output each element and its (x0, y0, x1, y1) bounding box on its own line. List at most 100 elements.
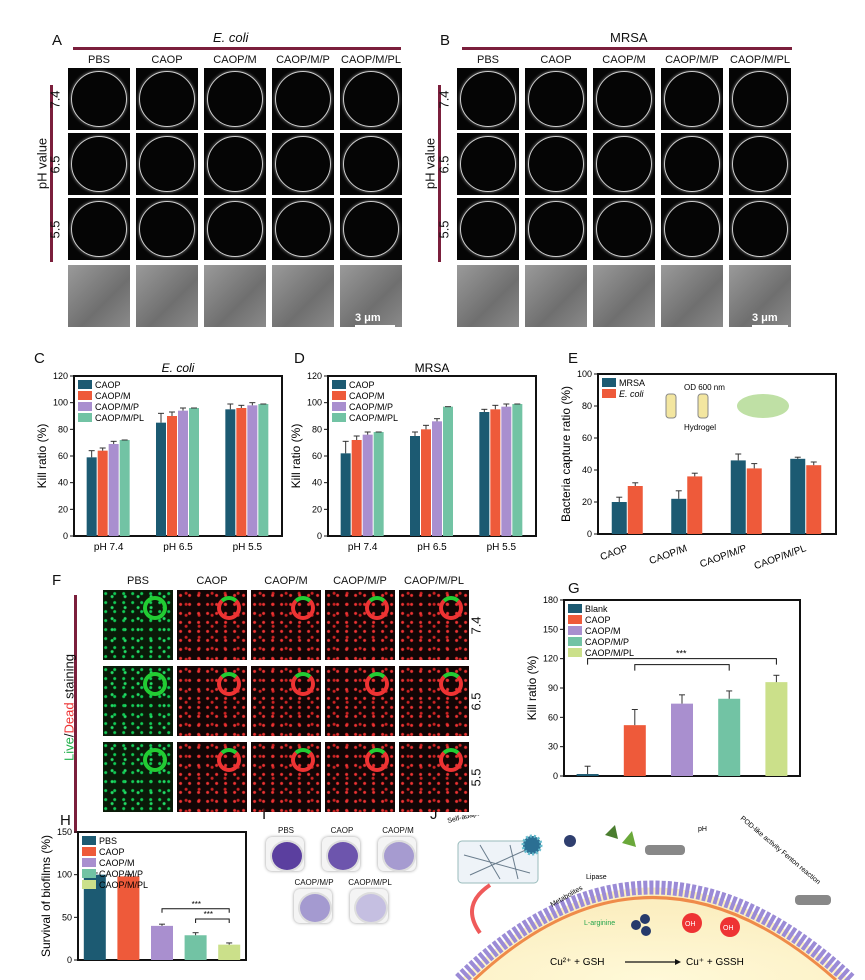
group-label-0: PBS (476, 54, 499, 66)
row-label-ph-1: 6.5 (468, 692, 484, 711)
live-dead-image (399, 742, 469, 812)
bar (258, 404, 269, 536)
bar (490, 409, 501, 536)
panel-a-scalebar: 3 μm (355, 312, 395, 328)
panel-a-title-bar (73, 47, 401, 50)
ratio-ring-icon (291, 748, 315, 772)
agar-plate-image (457, 68, 519, 130)
bar (83, 874, 106, 960)
panel-b-title: MRSA (610, 30, 648, 45)
legend-swatch (568, 637, 582, 646)
agar-plate-image (204, 68, 266, 130)
sem-image (525, 265, 587, 327)
legend-swatch (82, 858, 96, 867)
panel-label-e: E (568, 350, 579, 367)
row-label-ph-1: 6.5 (47, 155, 63, 174)
well-image (266, 837, 304, 872)
live-dead-image (325, 666, 395, 736)
bar (236, 408, 247, 536)
legend-swatch (332, 402, 346, 411)
significance-label: *** (192, 900, 201, 909)
panel-label-f: F (52, 572, 62, 589)
oh-label-1: OH (685, 921, 696, 928)
group-label-3: CAOP/M/P (665, 54, 719, 66)
y-tick-label: 60 (582, 433, 592, 443)
ratio-ring-icon (143, 748, 167, 772)
well-stain (326, 840, 360, 872)
y-tick-label: 50 (62, 912, 72, 922)
agar-plate-image (136, 133, 198, 195)
panel-a-scalebar-label: 3 μm (355, 312, 381, 324)
chart-title: E. coli (162, 362, 195, 375)
y-axis-label: Kill ratio (%) (289, 424, 303, 489)
bar (184, 935, 207, 960)
y-tick-label: 150 (57, 827, 72, 837)
ratio-ring-icon (439, 748, 463, 772)
well-label-1: CAOP (330, 826, 354, 835)
live-dead-image (399, 590, 469, 660)
significance-bracket (587, 658, 777, 665)
oh-radical-icon-1 (682, 913, 702, 933)
bar (432, 421, 442, 536)
y-tick-label: 60 (312, 451, 322, 461)
well-label-2: CAOP/M (382, 826, 414, 835)
agar-plate-image (272, 133, 334, 195)
group-label-2: CAOP/M (602, 54, 646, 66)
ratio-ring-icon (143, 596, 167, 620)
y-axis-label: Kill ratio (%) (525, 656, 539, 721)
legend-label: CAOP (95, 380, 121, 390)
agar-plate-image (729, 68, 791, 130)
y-tick-label: 30 (548, 742, 558, 752)
agar-plate-image (593, 68, 655, 130)
tube-icon (665, 393, 677, 419)
panel-label-a: A (52, 32, 63, 49)
legend-swatch (602, 378, 616, 387)
live-dead-image (103, 666, 173, 736)
y-tick-label: 0 (317, 531, 322, 541)
panel-label-d: D (294, 350, 305, 367)
agar-plate-image (136, 198, 198, 260)
agar-plate-image (593, 133, 655, 195)
bar (218, 944, 241, 960)
panel-b-title-bar (462, 47, 792, 50)
bar (247, 405, 258, 536)
bar (765, 682, 788, 776)
legend-label: CAOP/M/P (99, 869, 143, 879)
agar-plate-image (525, 133, 587, 195)
agar-plate-image (729, 133, 791, 195)
group-label-4: CAOP/M/PL (730, 54, 790, 66)
ratio-ring-icon (217, 748, 241, 772)
agar-plate-image (525, 198, 587, 260)
agar-plate-image (68, 198, 130, 260)
bar (119, 440, 130, 536)
bar (730, 460, 746, 534)
bar (156, 422, 166, 536)
bar (167, 416, 177, 536)
row-label-ph-2: 5.5 (47, 220, 63, 239)
ratio-ring-icon (291, 596, 315, 620)
legend-label: PBS (99, 836, 117, 846)
ratio-ring-icon (365, 672, 389, 696)
sem-image (272, 265, 334, 327)
chart-e-capture-ratio: 0 20 40 60 80 100 Bacteria capture ratio (%) CA… (559, 369, 837, 572)
agar-plate-image (204, 133, 266, 195)
y-tick-label: 120 (543, 654, 558, 664)
nanoparticle-icon (564, 835, 576, 847)
live-dead-image (177, 590, 247, 660)
y-tick-label: 180 (543, 595, 558, 605)
x-tick-label: pH 5.5 (233, 542, 263, 553)
chart-title: MRSA (415, 362, 450, 375)
cell-membrane-inner (472, 896, 837, 980)
bar (501, 406, 512, 536)
well-image (350, 889, 388, 924)
cell-membrane (455, 880, 855, 980)
y-tick-label: 90 (548, 683, 558, 693)
y-tick-label: 60 (58, 451, 68, 461)
legend-label: CAOP/M/P (585, 637, 629, 647)
panel-b-ph-bar (438, 85, 441, 262)
ratio-ring-icon (439, 672, 463, 696)
chart-c-kill-ratio-ecoli: 0 20 40 60 80 100 120 Kill ratio (%) pH 7.4 pH 6.… (35, 362, 283, 553)
plot-frame (597, 373, 837, 535)
legend-label: Blank (585, 604, 608, 614)
x-tick-label: CAOP (599, 543, 630, 563)
